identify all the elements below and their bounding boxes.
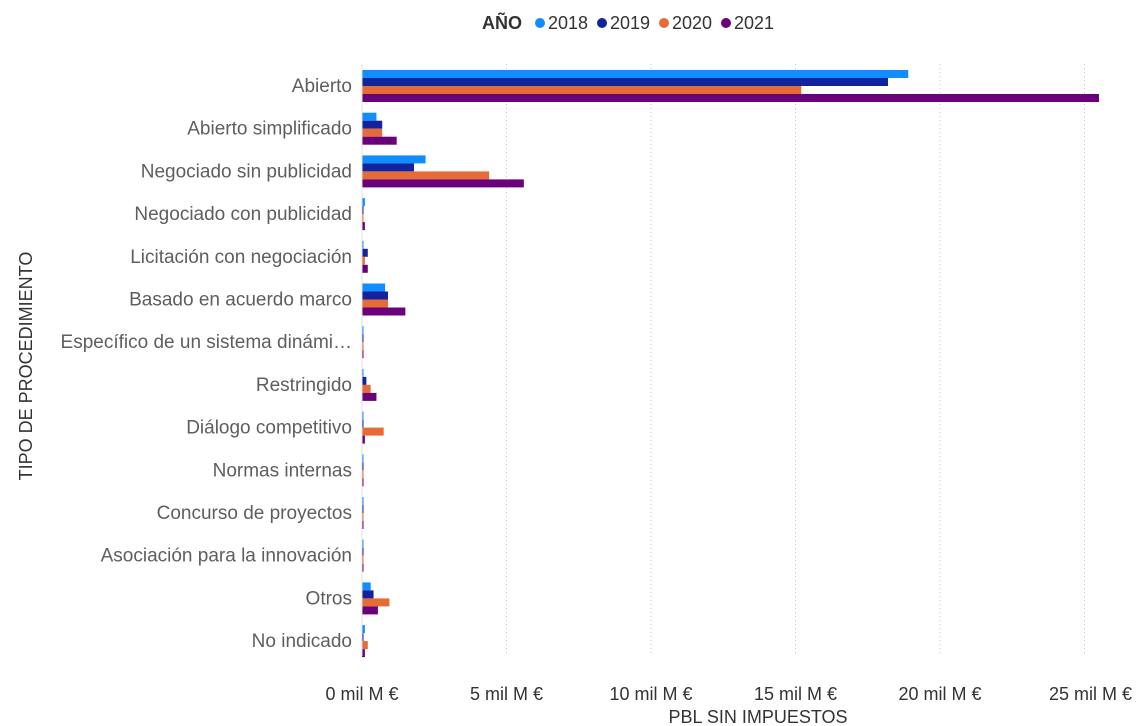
- bar-2018[interactable]: [362, 497, 364, 505]
- bar-2021[interactable]: [362, 222, 365, 231]
- bar-2021[interactable]: [362, 136, 397, 145]
- category-label: Abierto simplificado: [187, 119, 352, 140]
- bar-2018[interactable]: [362, 582, 371, 591]
- bar-2018[interactable]: [362, 625, 365, 634]
- bar-2019[interactable]: [362, 163, 415, 172]
- bar-2019[interactable]: [362, 547, 364, 556]
- x-tick-label: 10 mil M €: [609, 684, 692, 704]
- bar-2020[interactable]: [362, 384, 371, 393]
- bar-2020[interactable]: [362, 214, 364, 223]
- bar-2019[interactable]: [362, 334, 364, 343]
- legend-marker: [597, 18, 607, 28]
- category-label: Restringido: [256, 375, 352, 396]
- x-tick-label: 5 mil M €: [470, 684, 543, 704]
- bar-2021[interactable]: [362, 521, 364, 529]
- bar-2019[interactable]: [362, 419, 364, 428]
- x-tick-label: 0 mil M €: [325, 684, 398, 704]
- bar-2020[interactable]: [362, 641, 368, 650]
- bar-2020[interactable]: [362, 427, 384, 436]
- bar-2021[interactable]: [362, 307, 406, 316]
- bar-2021[interactable]: [362, 350, 364, 359]
- x-axis-title: PBL SIN IMPUESTOS: [668, 707, 847, 726]
- bar-2020[interactable]: [362, 342, 364, 351]
- bar-2018[interactable]: [362, 539, 364, 548]
- legend-title: AÑO: [482, 12, 522, 33]
- bar-2018[interactable]: [362, 198, 365, 207]
- category-label: Normas internas: [213, 460, 352, 481]
- bar-2021[interactable]: [362, 606, 378, 615]
- bar-2019[interactable]: [362, 590, 374, 599]
- bar-series: [362, 70, 1099, 658]
- category-label: Abierto: [292, 76, 352, 97]
- bar-2019[interactable]: [362, 78, 888, 86]
- x-tick-label: 15 mil M €: [754, 684, 837, 704]
- bar-2021[interactable]: [362, 649, 365, 658]
- gridlines: [506, 64, 1085, 656]
- bar-2020[interactable]: [362, 470, 364, 479]
- legend-marker: [659, 18, 669, 28]
- category-label: Negociado sin publicidad: [141, 161, 352, 182]
- bar-2019[interactable]: [362, 248, 368, 257]
- bar-2019[interactable]: [362, 291, 389, 300]
- bar-2021[interactable]: [362, 435, 365, 444]
- category-label: Licitación con negociación: [130, 247, 352, 268]
- bar-2019[interactable]: [362, 206, 364, 215]
- category-label: Específico de un sistema dinámi…: [61, 332, 352, 353]
- category-labels: Abierto Abierto simplificado Negociado sin…: [61, 76, 352, 652]
- bar-2019[interactable]: [362, 462, 364, 471]
- category-label: Basado en acuerdo marco: [129, 290, 352, 311]
- bar-2018[interactable]: [362, 283, 386, 292]
- bar-2018[interactable]: [362, 454, 364, 463]
- bar-2018[interactable]: [362, 70, 909, 78]
- legend[interactable]: AÑO 2018 2019 2020 2021: [482, 12, 774, 33]
- legend-label: 2018: [548, 13, 588, 33]
- legend-marker: [535, 18, 545, 28]
- legend-label: 2019: [610, 13, 650, 33]
- bar-2020[interactable]: [362, 555, 364, 564]
- bar-2019[interactable]: [362, 633, 364, 642]
- bar-2018[interactable]: [362, 112, 377, 121]
- category-label: Otros: [306, 588, 352, 609]
- bar-2019[interactable]: [362, 376, 367, 385]
- bar-2020[interactable]: [362, 256, 365, 265]
- bar-2021[interactable]: [362, 478, 364, 487]
- category-label: Negociado con publicidad: [134, 204, 352, 225]
- bar-2018[interactable]: [362, 368, 364, 377]
- bar-2021[interactable]: [362, 392, 377, 401]
- category-label: Asociación para la innovación: [101, 546, 352, 567]
- category-label: Concurso de proyectos: [157, 503, 352, 524]
- bar-2020[interactable]: [362, 598, 390, 607]
- legend-marker: [721, 18, 731, 28]
- bar-2021[interactable]: [362, 179, 524, 188]
- legend-label: 2021: [734, 13, 774, 33]
- bar-2020[interactable]: [362, 299, 389, 308]
- bar-2018[interactable]: [362, 326, 364, 335]
- bar-2021[interactable]: [362, 94, 1099, 102]
- category-label: No indicado: [252, 631, 352, 652]
- bar-2018[interactable]: [362, 155, 426, 164]
- legend-label: 2020: [672, 13, 712, 33]
- category-label: Diálogo competitivo: [186, 418, 352, 439]
- bar-2020[interactable]: [362, 171, 490, 180]
- bar-2018[interactable]: [362, 240, 364, 249]
- bar-2020[interactable]: [362, 86, 802, 94]
- x-tick-label: 20 mil M €: [898, 684, 981, 704]
- x-tick-labels: 0 mil M € 5 mil M € 10 mil M € 15 mil M € 20…: [325, 684, 1132, 704]
- bar-2020[interactable]: [362, 513, 364, 521]
- bar-2021[interactable]: [362, 563, 364, 572]
- bar-2018[interactable]: [362, 411, 364, 420]
- y-axis-title: TIPO DE PROCEDIMIENTO: [16, 252, 36, 481]
- x-tick-label: 25 mil M €: [1049, 684, 1132, 704]
- bar-2019[interactable]: [362, 120, 383, 129]
- bar-2021[interactable]: [362, 264, 368, 273]
- bar-2019[interactable]: [362, 505, 364, 513]
- bar-2020[interactable]: [362, 128, 383, 137]
